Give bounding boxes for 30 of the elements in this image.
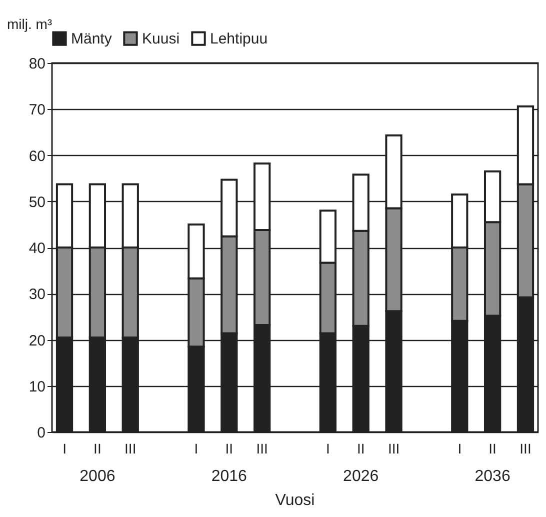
x-tick-label: I [326,440,330,456]
y-tick-label: 10 [28,378,46,396]
legend-label: Kuusi [142,30,180,48]
y-tick-label: 70 [28,102,46,119]
x-tick-label: III [256,440,268,456]
y-axis-title: milj. m³ [7,16,52,32]
y-tick-label: 30 [28,286,46,304]
legend-label: Mänty [71,30,112,48]
legend-label: Lehtipuu [210,30,268,48]
x-tick-label: II [356,440,365,456]
x-tick-label: III [124,440,136,456]
x-tick-label: I [194,440,198,456]
x-axis-title: Vuosi [275,492,315,509]
x-tick-label: III [520,440,532,456]
x-tick-label: II [94,440,102,456]
x-tick-label: I [458,440,462,456]
x-tick-label: II [225,440,234,456]
y-tick-label: 60 [28,148,46,165]
y-tick-label: 50 [28,194,46,211]
text: 2036 [474,468,510,485]
x-tick-label: III [388,440,400,456]
text: 2006 [80,468,116,485]
text: 2026 [343,468,379,485]
x-tick-label: II [488,440,496,456]
y-tick-label: 80 [28,56,46,72]
x-tick-label: I [62,440,66,456]
text: 2016 [211,468,248,485]
y-tick-label: 20 [28,332,46,350]
y-tick-label: 0 [37,424,46,442]
y-tick-label: 40 [28,240,46,257]
